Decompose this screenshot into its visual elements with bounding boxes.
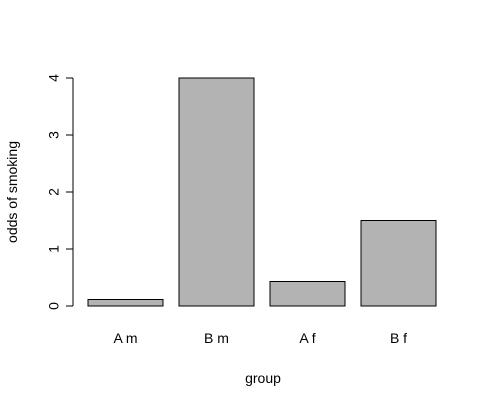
y-tick-label-2: 2 [46, 188, 62, 196]
bar-a-m [87, 299, 164, 307]
bar-b-f [360, 220, 437, 307]
y-axis: 0 1 2 3 4 [46, 74, 74, 310]
y-tick-label-1: 1 [46, 245, 62, 253]
x-tick-label-b-m: B m [204, 330, 229, 346]
x-tick-label-a-m: A m [113, 330, 137, 346]
y-axis-label: odds of smoking [4, 141, 20, 243]
x-axis-label: group [245, 370, 281, 386]
y-tick-label-3: 3 [46, 131, 62, 139]
bar-a-f [269, 281, 346, 307]
x-tick-label-b-f: B f [390, 330, 407, 346]
y-tick-label-4: 4 [46, 74, 62, 82]
y-tick-label-0: 0 [46, 302, 62, 310]
x-tick-label-a-f: A f [299, 330, 315, 346]
bar-b-m [178, 77, 255, 307]
bars-group [87, 77, 437, 307]
